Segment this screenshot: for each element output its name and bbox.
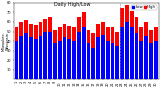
Bar bbox=[77, 32, 81, 79]
Bar bbox=[29, 24, 33, 79]
Bar bbox=[58, 27, 62, 79]
Bar bbox=[87, 30, 90, 79]
Bar bbox=[48, 32, 52, 79]
Bar bbox=[115, 32, 119, 79]
Bar bbox=[101, 22, 105, 79]
Bar bbox=[154, 41, 158, 79]
Bar bbox=[39, 36, 42, 79]
Text: Daily High/Low: Daily High/Low bbox=[54, 2, 90, 7]
Bar bbox=[19, 22, 23, 79]
Bar bbox=[43, 32, 47, 79]
Bar bbox=[58, 41, 62, 79]
Bar bbox=[39, 22, 42, 79]
Bar bbox=[24, 33, 28, 79]
Bar bbox=[53, 30, 57, 79]
Bar bbox=[96, 37, 100, 79]
Bar bbox=[115, 46, 119, 79]
Bar bbox=[149, 43, 153, 79]
Legend: Low, High: Low, High bbox=[132, 5, 157, 10]
Bar bbox=[91, 33, 95, 79]
Bar bbox=[63, 37, 66, 79]
Bar bbox=[82, 27, 86, 79]
Bar bbox=[149, 30, 153, 79]
Bar bbox=[67, 39, 71, 79]
Bar bbox=[72, 41, 76, 79]
Bar bbox=[34, 39, 38, 79]
Bar bbox=[139, 41, 143, 79]
Bar bbox=[77, 17, 81, 79]
Bar bbox=[106, 27, 110, 79]
Bar bbox=[72, 27, 76, 79]
Y-axis label: Milwaukee,
Wisconsin: Milwaukee, Wisconsin bbox=[1, 31, 10, 51]
Bar bbox=[120, 8, 124, 79]
Bar bbox=[87, 43, 90, 79]
Bar bbox=[43, 19, 47, 79]
Bar bbox=[24, 20, 28, 79]
Bar bbox=[48, 17, 52, 79]
Bar bbox=[144, 36, 148, 79]
Bar bbox=[120, 27, 124, 79]
Bar bbox=[154, 27, 158, 79]
Bar bbox=[144, 22, 148, 79]
Bar bbox=[53, 43, 57, 79]
Bar bbox=[91, 48, 95, 79]
Bar bbox=[29, 37, 33, 79]
Bar bbox=[96, 24, 100, 79]
Bar bbox=[67, 26, 71, 79]
Bar bbox=[135, 17, 138, 79]
Bar bbox=[125, 22, 129, 79]
Bar bbox=[130, 27, 134, 79]
Bar bbox=[82, 12, 86, 79]
Bar bbox=[19, 36, 23, 79]
Bar bbox=[111, 43, 114, 79]
Bar bbox=[63, 24, 66, 79]
Bar bbox=[111, 27, 114, 79]
Bar bbox=[15, 41, 18, 79]
Bar bbox=[106, 41, 110, 79]
Bar bbox=[139, 27, 143, 79]
Bar bbox=[130, 11, 134, 79]
Bar bbox=[125, 5, 129, 79]
Bar bbox=[135, 33, 138, 79]
Bar bbox=[15, 27, 18, 79]
Bar bbox=[34, 25, 38, 79]
Bar bbox=[101, 35, 105, 79]
